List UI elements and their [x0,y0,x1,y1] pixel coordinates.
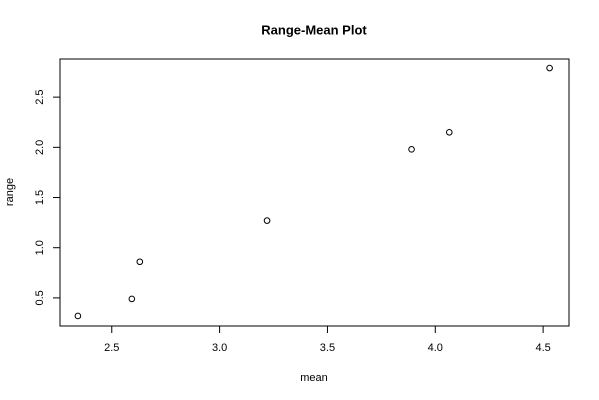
x-tick-label: 3.0 [212,342,227,354]
y-axis-title: range [4,178,16,206]
chart-title: Range-Mean Plot [261,22,367,37]
x-axis-title: mean [300,372,328,384]
point [546,64,553,72]
y-tick-label: 1.5 [34,190,46,205]
point [408,146,415,153]
point [445,128,453,136]
point [136,258,144,266]
x-tick-label: 3.5 [320,342,335,354]
y-tick-label: 2.5 [34,89,46,104]
x-tick-label: 2.5 [104,342,119,354]
x-tick-label: 4.0 [428,342,443,354]
y-tick-label: 2.0 [34,140,46,155]
y-tick-label: 0.5 [34,290,46,305]
x-tick-label: 4.5 [535,342,550,354]
y-tick-label: 1.0 [34,240,46,255]
point [128,295,136,303]
point [74,312,82,320]
point [263,217,271,224]
